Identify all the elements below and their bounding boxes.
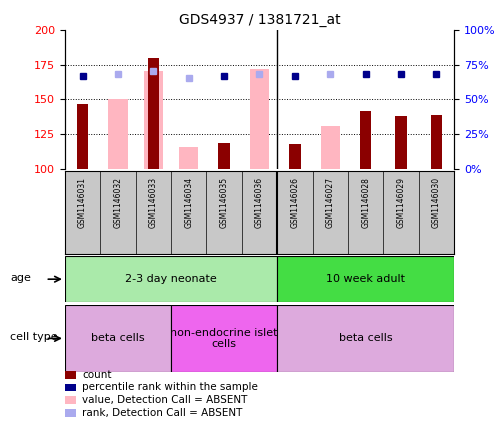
Text: GSM1146031: GSM1146031 <box>78 177 87 228</box>
Bar <box>171 305 277 372</box>
Bar <box>395 116 407 169</box>
Text: rank, Detection Call = ABSENT: rank, Detection Call = ABSENT <box>82 408 243 418</box>
Bar <box>360 110 371 169</box>
Text: GSM1146036: GSM1146036 <box>255 177 264 228</box>
Text: GSM1146029: GSM1146029 <box>397 177 406 228</box>
Bar <box>65 256 277 302</box>
Text: GSM1146028: GSM1146028 <box>361 177 370 228</box>
Bar <box>179 147 199 169</box>
Bar <box>431 115 442 169</box>
Text: GSM1146026: GSM1146026 <box>290 177 299 228</box>
Bar <box>148 58 159 169</box>
Text: percentile rank within the sample: percentile rank within the sample <box>82 382 258 393</box>
Text: 2-3 day neonate: 2-3 day neonate <box>125 274 217 284</box>
Text: value, Detection Call = ABSENT: value, Detection Call = ABSENT <box>82 395 248 405</box>
Text: count: count <box>82 370 112 380</box>
Text: GSM1146027: GSM1146027 <box>326 177 335 228</box>
Text: GSM1146034: GSM1146034 <box>184 177 193 228</box>
Bar <box>65 305 171 372</box>
Bar <box>320 126 340 169</box>
Bar <box>144 71 163 169</box>
Bar <box>277 305 454 372</box>
Title: GDS4937 / 1381721_at: GDS4937 / 1381721_at <box>179 13 340 27</box>
Bar <box>277 256 454 302</box>
Bar <box>289 144 300 169</box>
Bar <box>250 69 269 169</box>
Text: non-endocrine islet
cells: non-endocrine islet cells <box>170 327 278 349</box>
Text: cell type: cell type <box>10 332 57 342</box>
Bar <box>108 99 128 169</box>
Text: beta cells: beta cells <box>91 333 145 343</box>
Text: beta cells: beta cells <box>339 333 392 343</box>
Text: 10 week adult: 10 week adult <box>326 274 405 284</box>
Bar <box>219 143 230 169</box>
Text: GSM1146030: GSM1146030 <box>432 177 441 228</box>
Text: age: age <box>10 273 31 283</box>
Bar <box>77 104 88 169</box>
Text: GSM1146032: GSM1146032 <box>113 177 122 228</box>
Text: GSM1146035: GSM1146035 <box>220 177 229 228</box>
Text: GSM1146033: GSM1146033 <box>149 177 158 228</box>
